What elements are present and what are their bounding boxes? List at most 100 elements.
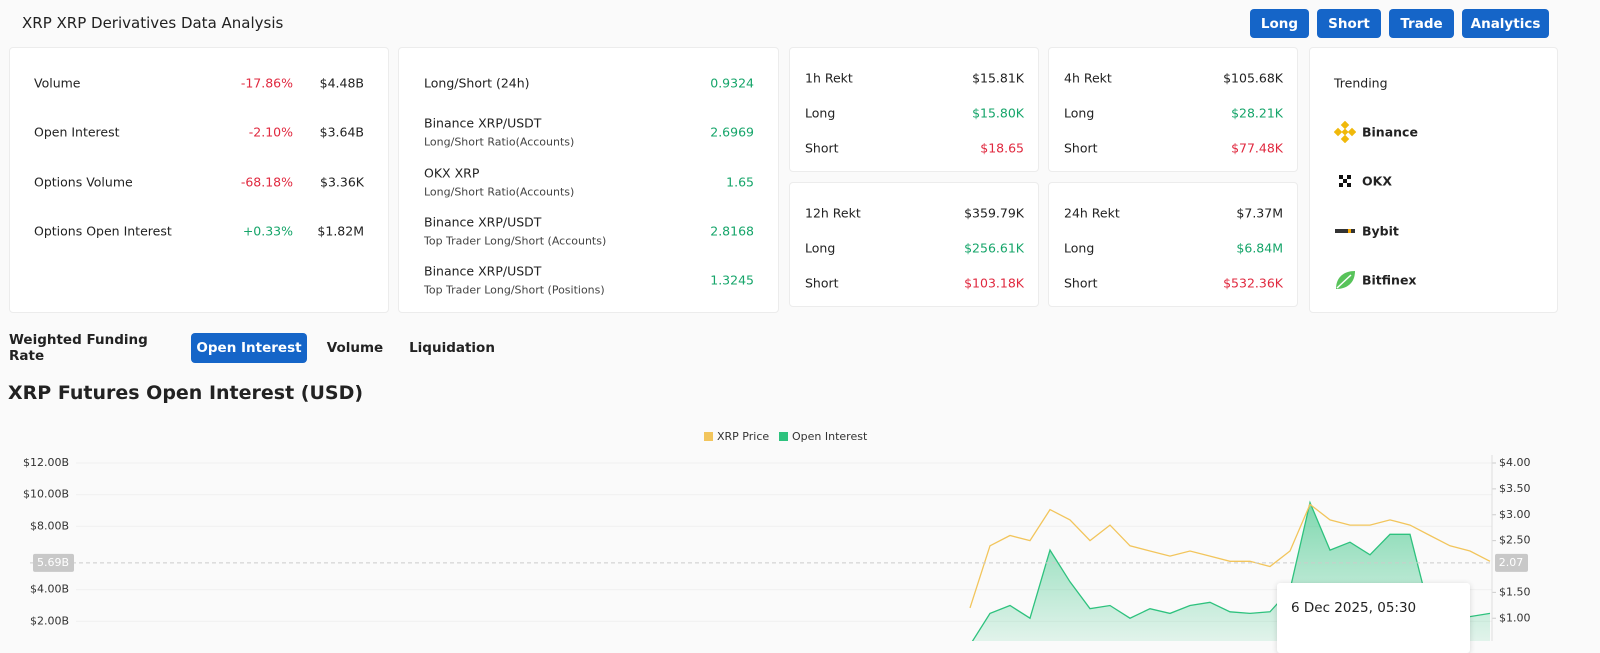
- stat-value: $1.82M: [317, 223, 364, 239]
- rekt-card: 24h Rekt $7.37M Long $6.84M Short $532.36K: [1048, 182, 1298, 307]
- tab[interactable]: Weighted Funding Rate: [9, 332, 148, 364]
- ratio-card: Long/Short (24h) 0.9324 Binance XRP/USDT Lo…: [398, 47, 779, 313]
- stat-label: Volume: [34, 75, 81, 91]
- ratio-value: 0.9324: [710, 75, 754, 91]
- rekt-card: 12h Rekt $359.79K Long $256.61K Short $103.18…: [789, 182, 1039, 307]
- rekt-card: 4h Rekt $105.68K Long $28.21K Short $77.48K: [1048, 47, 1298, 172]
- ratio-value: 1.65: [726, 174, 754, 190]
- exchange-name[interactable]: Binance: [1362, 124, 1418, 140]
- exchange-name[interactable]: Bitfinex: [1362, 272, 1417, 288]
- stat-change: -17.86%: [240, 75, 293, 91]
- legend-swatch: [704, 432, 713, 441]
- rekt-short-label: Short: [805, 140, 839, 156]
- rekt-long-label: Long: [1064, 105, 1095, 121]
- header-button[interactable]: Analytics: [1462, 9, 1549, 38]
- y2-tick-label: $1.50: [1499, 585, 1531, 598]
- header-button[interactable]: Trade: [1389, 9, 1454, 38]
- rekt-title: 1h Rekt: [805, 70, 853, 86]
- rekt-short: $103.18K: [964, 275, 1024, 291]
- y2-tick-label: $4.00: [1499, 456, 1531, 469]
- legend-label: XRP Price: [717, 430, 769, 443]
- ratio-title: OKX XRP: [424, 165, 480, 181]
- y-tick-label: $2.00B: [30, 614, 69, 627]
- tab[interactable]: Liquidation: [409, 340, 495, 356]
- ratio-subtitle: Top Trader Long/Short (Accounts): [424, 234, 607, 248]
- rekt-card: 1h Rekt $15.81K Long $15.80K Short $18.65: [789, 47, 1039, 172]
- rekt-long-label: Long: [1064, 240, 1095, 256]
- rekt-total: $105.68K: [1223, 70, 1283, 86]
- y-tick-label: $8.00B: [30, 519, 69, 532]
- legend-swatch: [779, 432, 788, 441]
- chart-title: XRP Futures Open Interest (USD): [8, 382, 364, 404]
- y2-tick-label: $1.00: [1499, 611, 1531, 624]
- exchange-icon: [1334, 170, 1356, 192]
- stat-change: -2.10%: [248, 124, 293, 140]
- rekt-long: $256.61K: [964, 240, 1024, 256]
- y2-tick-label: $2.50: [1499, 534, 1531, 547]
- rekt-long: $28.21K: [1231, 105, 1283, 121]
- tooltip-title: 6 Dec 2025, 05:30: [1291, 600, 1417, 616]
- legend-label: Open Interest: [792, 430, 868, 443]
- line: [971, 500, 1491, 641]
- tab[interactable]: Volume: [326, 340, 384, 356]
- y-tick-label: $10.00B: [23, 488, 69, 501]
- ratio-title: Binance XRP/USDT: [424, 214, 542, 230]
- rekt-short-label: Short: [805, 275, 839, 291]
- ratio-subtitle: Long/Short Ratio(Accounts): [424, 135, 575, 149]
- ratio-title: Binance XRP/USDT: [424, 263, 542, 279]
- stat-value: $3.36K: [320, 174, 364, 190]
- ratio-value: 2.8168: [710, 223, 754, 239]
- rekt-title: 4h Rekt: [1064, 70, 1112, 86]
- ratio-value: 2.6969: [710, 124, 754, 140]
- y-tick-label: $4.00B: [30, 583, 69, 596]
- stat-value: $3.64B: [319, 124, 364, 140]
- trending-title: Trending: [1334, 75, 1388, 91]
- line: [969, 503, 1491, 609]
- crosshair-label: 5.69B: [37, 556, 69, 569]
- page-title: XRP XRP Derivatives Data Analysis: [22, 14, 284, 32]
- ratio-value: 1.3245: [710, 272, 754, 288]
- crosshair-label: 2.07: [1499, 556, 1524, 569]
- rekt-title: 12h Rekt: [805, 205, 861, 221]
- rekt-total: $359.79K: [964, 205, 1024, 221]
- crosshair-label-box: [1495, 553, 1528, 572]
- rekt-long-label: Long: [805, 105, 836, 121]
- stat-change: +0.33%: [242, 223, 293, 239]
- stat-label: Options Open Interest: [34, 223, 172, 239]
- stat-label: Options Volume: [34, 174, 133, 190]
- rekt-long: $6.84M: [1236, 240, 1283, 256]
- trending-card: Trending Binance OKX Bybit Bitfinex: [1309, 47, 1558, 313]
- stat-change: -68.18%: [240, 174, 293, 190]
- tab[interactable]: Open Interest: [191, 333, 307, 363]
- tooltip: 6 Dec 2025, 05:30: [1277, 583, 1470, 653]
- y-tick-label: $12.00B: [23, 456, 69, 469]
- exchange-name[interactable]: Bybit: [1362, 223, 1399, 239]
- exchange-icon: [1334, 220, 1356, 242]
- y2-tick-label: $3.00: [1499, 508, 1531, 521]
- exchange-name[interactable]: OKX: [1362, 173, 1392, 189]
- ratio-title: Long/Short (24h): [424, 75, 530, 91]
- header-button[interactable]: Short: [1317, 9, 1381, 38]
- rekt-total: $7.37M: [1236, 205, 1283, 221]
- rekt-short-label: Short: [1064, 140, 1098, 156]
- ratio-subtitle: Long/Short Ratio(Accounts): [424, 185, 575, 199]
- header-button[interactable]: Long: [1250, 9, 1309, 38]
- rekt-long-label: Long: [805, 240, 836, 256]
- y2-tick-label: $3.50: [1499, 482, 1531, 495]
- rekt-total: $15.81K: [972, 70, 1024, 86]
- rekt-title: 24h Rekt: [1064, 205, 1120, 221]
- rekt-long: $15.80K: [972, 105, 1024, 121]
- stat-label: Open Interest: [34, 124, 120, 140]
- crosshair-label-box: [33, 553, 74, 572]
- rekt-short: $532.36K: [1223, 275, 1283, 291]
- rekt-short-label: Short: [1064, 275, 1098, 291]
- rekt-short: $77.48K: [1231, 140, 1283, 156]
- exchange-icon: [1333, 120, 1357, 144]
- ratio-subtitle: Top Trader Long/Short (Positions): [424, 283, 605, 297]
- stat-value: $4.48B: [319, 75, 364, 91]
- exchange-icon: [1334, 269, 1356, 291]
- rekt-short: $18.65: [980, 140, 1024, 156]
- ratio-title: Binance XRP/USDT: [424, 115, 542, 131]
